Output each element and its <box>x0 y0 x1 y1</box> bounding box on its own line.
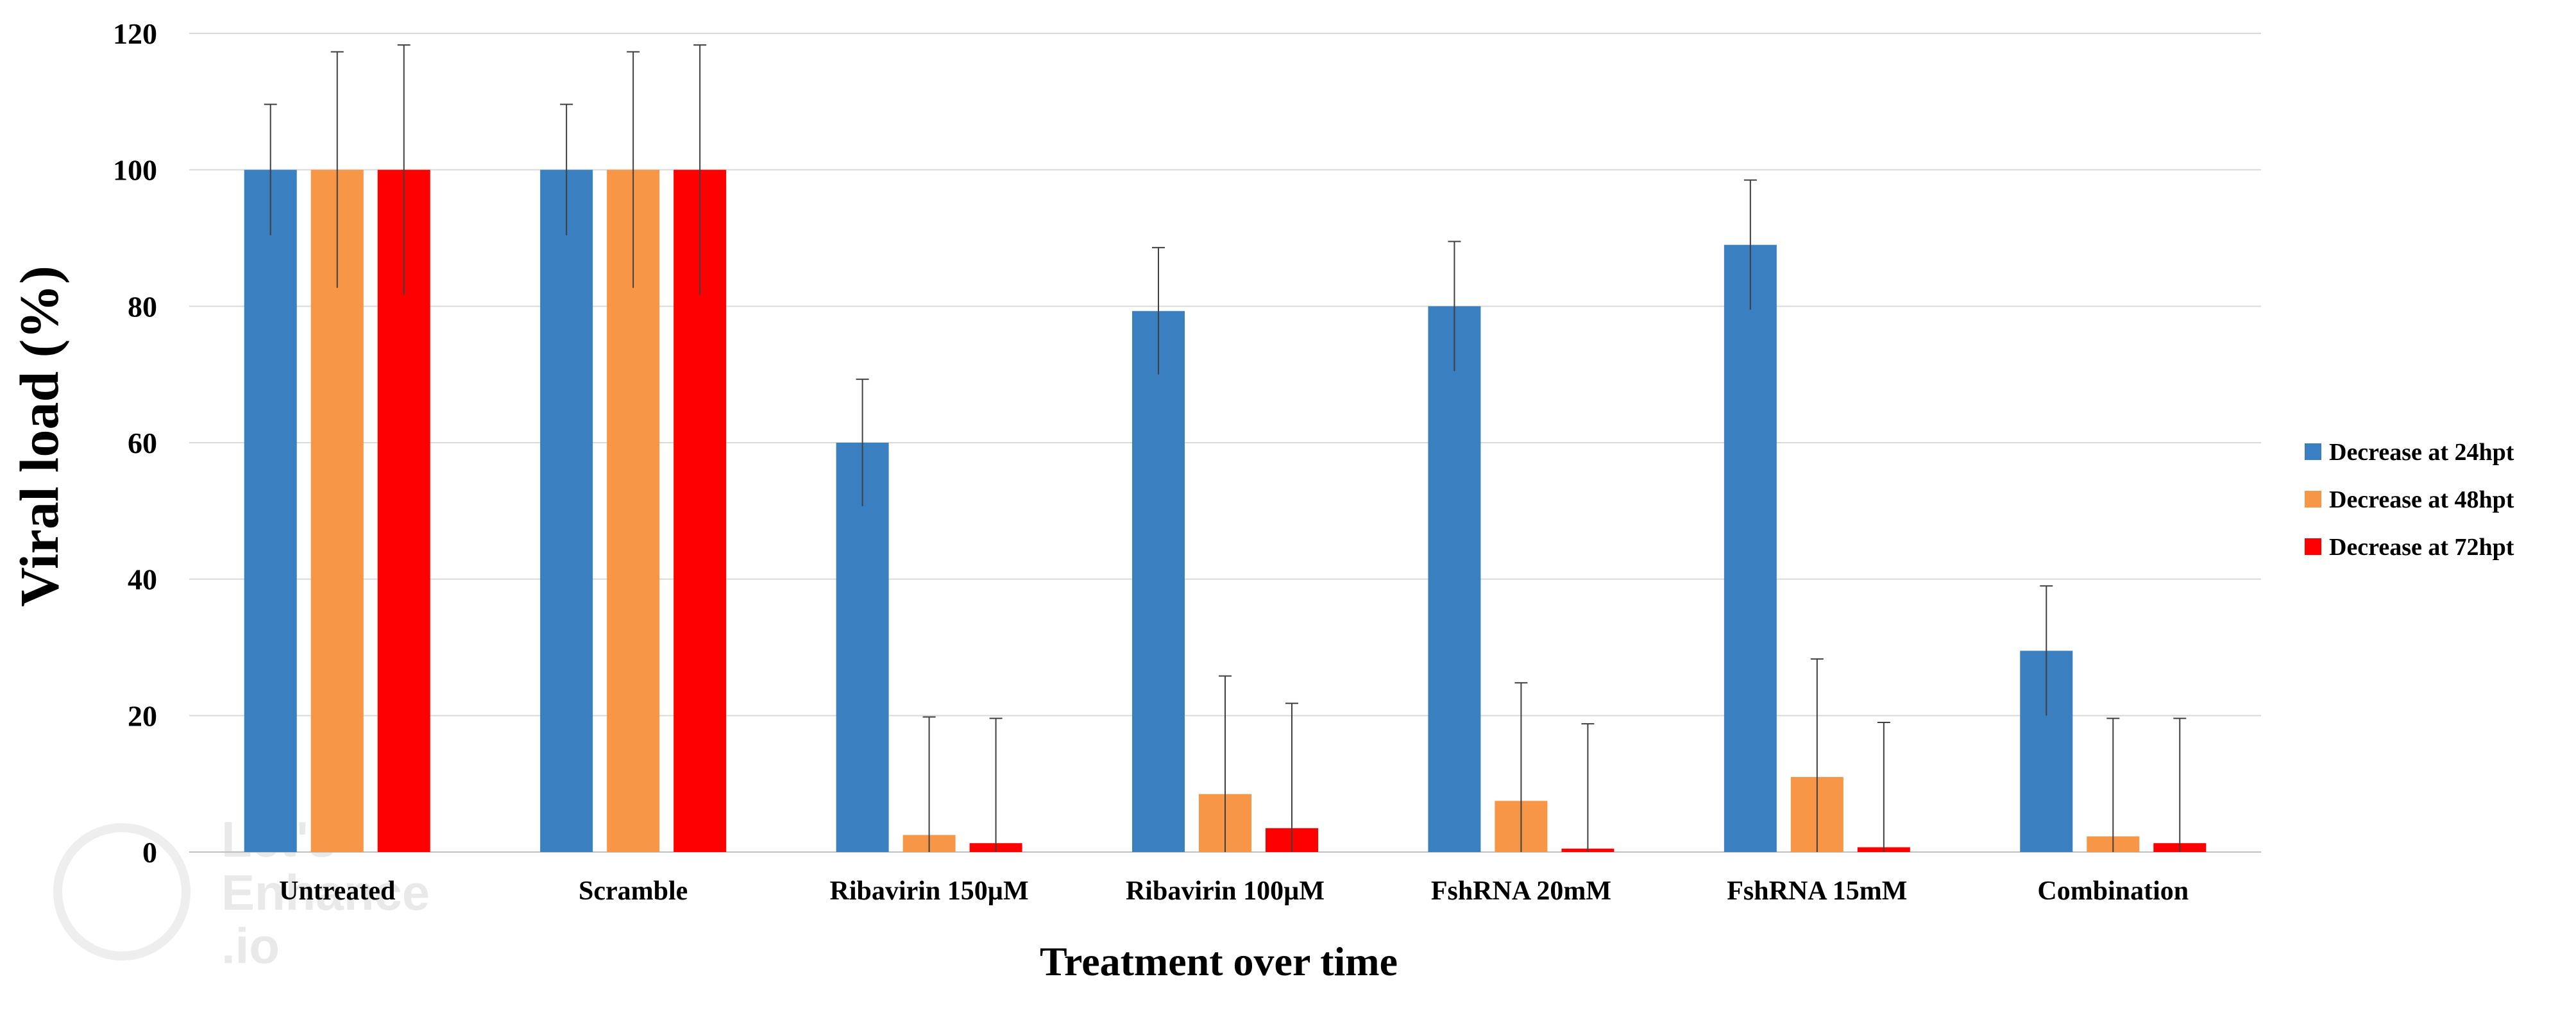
bar <box>1132 311 1185 852</box>
gridlines <box>189 33 2261 853</box>
bars-group <box>244 169 2207 853</box>
y-tick-label: 20 <box>128 699 157 732</box>
watermark-circle-icon <box>53 823 191 960</box>
y-axis-ticks: 0 20 40 60 80 100 120 <box>113 17 157 869</box>
bar <box>1428 306 1481 852</box>
legend-label: Decrease at 72hpt <box>2329 534 2514 561</box>
y-axis-title: Viral load (%) <box>8 266 70 607</box>
legend: Decrease at 24hpt Decrease at 48hpt Decrea… <box>2305 439 2514 561</box>
bar <box>244 169 297 853</box>
x-category-label: FshRNA 15mM <box>1727 876 1907 906</box>
legend-label: Decrease at 48hpt <box>2329 486 2514 513</box>
y-tick-label: 120 <box>113 17 157 50</box>
legend-swatch <box>2305 443 2321 460</box>
y-tick-label: 0 <box>142 836 157 869</box>
watermark-line-3: .io <box>221 917 280 974</box>
y-tick-label: 100 <box>113 154 157 187</box>
watermark-line-2: Enhance <box>221 864 430 921</box>
watermark-logo: Let's Enhance .io <box>53 811 430 974</box>
y-tick-label: 60 <box>128 427 157 459</box>
x-category-label: Ribavirin 150µM <box>830 876 1029 906</box>
error-bars-group <box>264 44 2187 852</box>
x-category-label: Untreated <box>279 876 395 906</box>
x-category-label: Scramble <box>579 876 688 906</box>
x-category-label: Combination <box>2037 876 2189 906</box>
legend-label: Decrease at 24hpt <box>2329 439 2514 466</box>
bar <box>1724 244 1777 853</box>
x-category-label: Ribavirin 100µM <box>1126 876 1325 906</box>
legend-swatch <box>2305 538 2321 555</box>
x-category-label: FshRNA 20mM <box>1431 876 1611 906</box>
x-axis-title: Treatment over time <box>1040 939 1398 984</box>
bar <box>836 443 889 852</box>
legend-swatch <box>2305 491 2321 508</box>
y-tick-label: 40 <box>128 563 157 596</box>
x-axis-categories: Untreated Scramble Ribavirin 150µM Ribaviri… <box>279 876 2189 906</box>
y-tick-label: 80 <box>128 290 157 323</box>
bar <box>540 169 593 853</box>
